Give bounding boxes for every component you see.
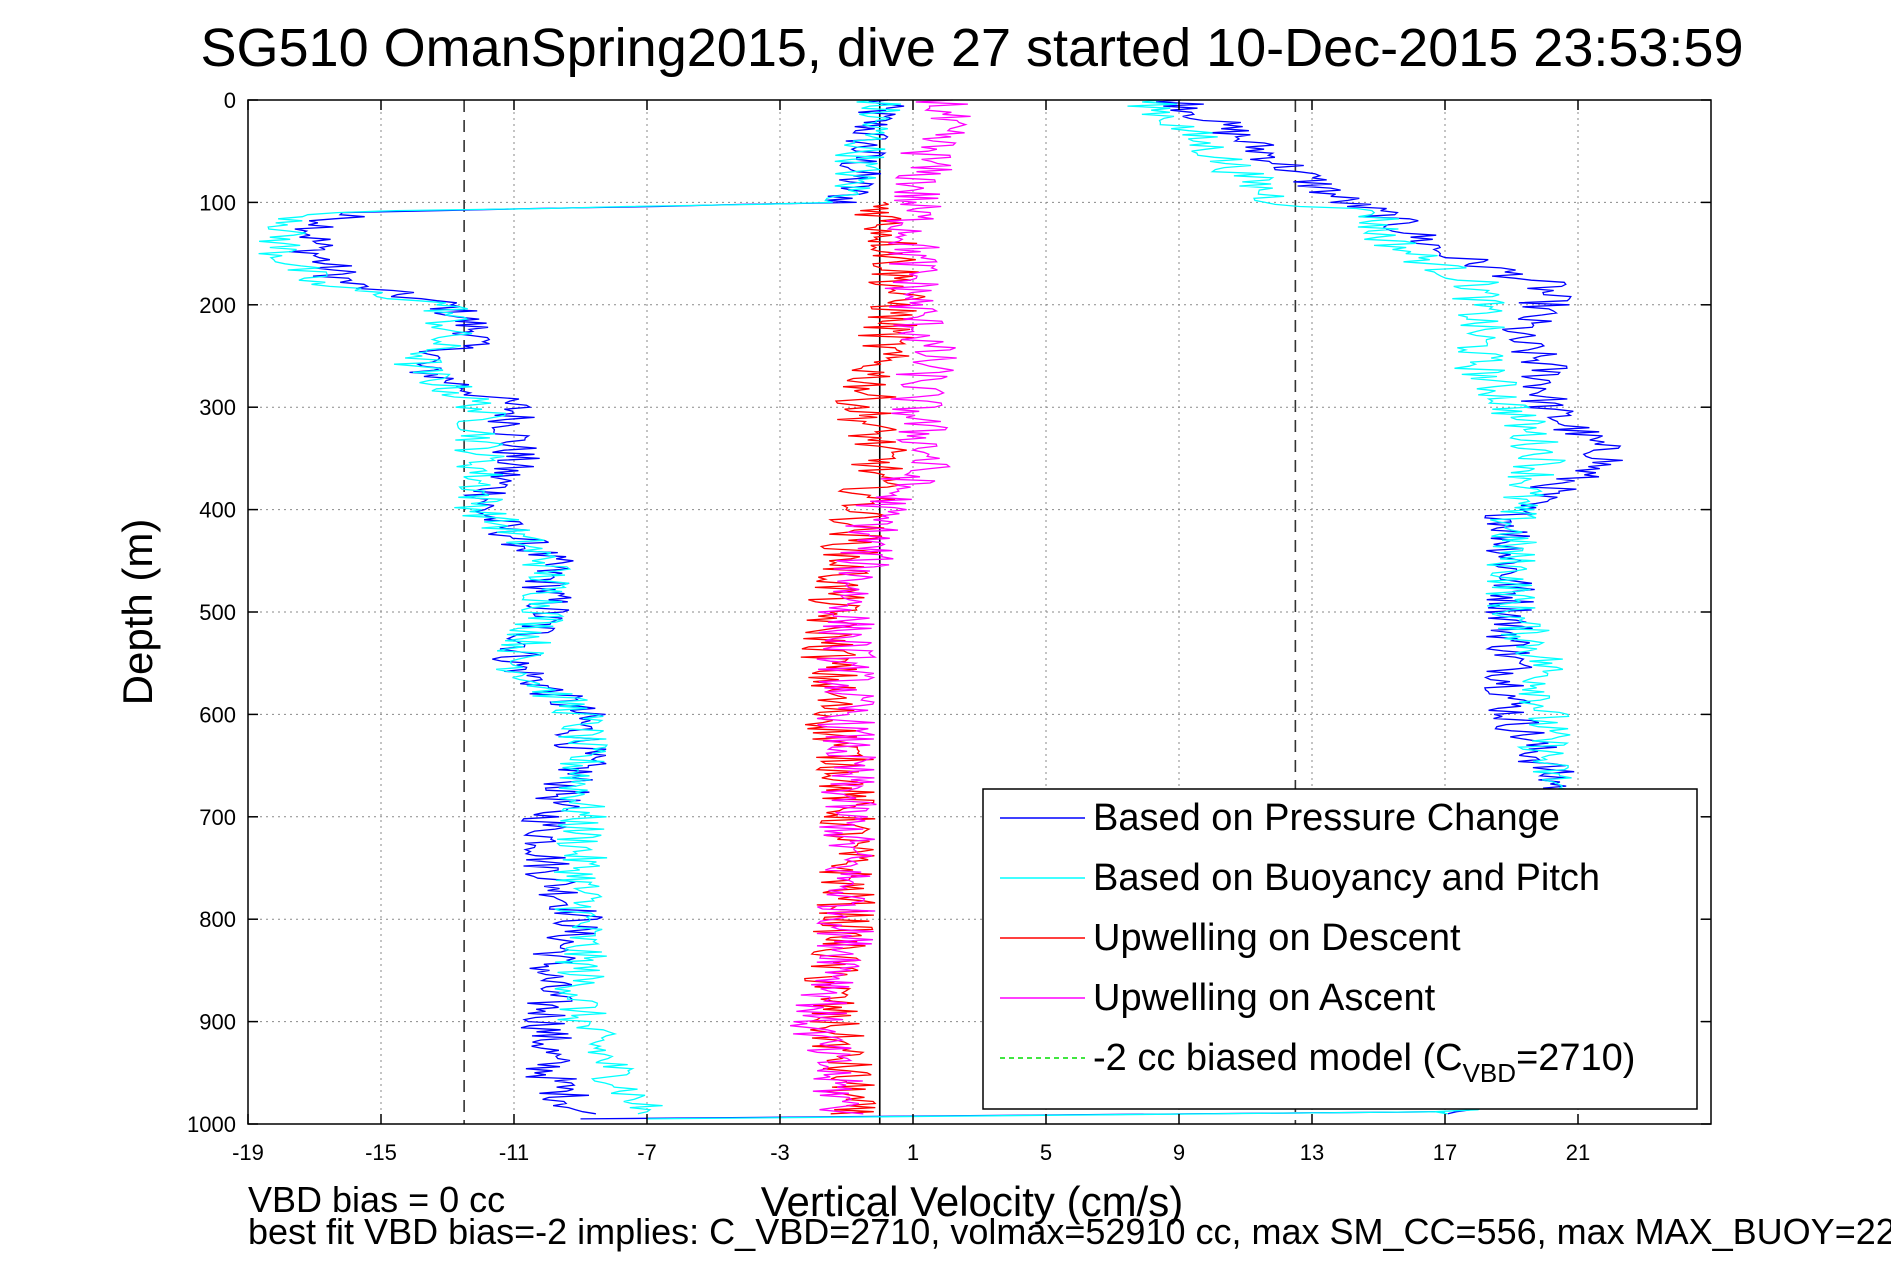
footer-line-1: VBD bias = 0 cc	[248, 1179, 505, 1220]
legend-label: Based on Buoyancy and Pitch	[1093, 857, 1600, 899]
plot-area: -19 -15 -11 -7 -3 1 5 9 13 17 21 0 100 200 300 400 500 60…	[187, 88, 1712, 1165]
based-on-buoyancy-and-pitch-descent-line	[258, 99, 902, 1115]
axis-ticks: -19 -15 -11 -7 -3 1 5 9 13 17 21 0 100 200 300 400 500 60…	[187, 88, 1711, 1165]
x-tick-label: 5	[1040, 1140, 1052, 1165]
y-tick-label: 0	[224, 88, 236, 113]
y-tick-label: 800	[199, 907, 236, 932]
x-tick-label: -19	[232, 1140, 264, 1165]
y-tick-label: 900	[199, 1010, 236, 1035]
y-axis-label: Depth (m)	[114, 519, 161, 706]
x-tick-label: -7	[637, 1140, 657, 1165]
legend-label: -2 cc biased model (CVBD=2710)	[1093, 1037, 1635, 1088]
x-tick-label: 13	[1300, 1140, 1324, 1165]
legend-label: Upwelling on Ascent	[1093, 977, 1436, 1019]
x-axis-label: Vertical Velocity (cm/s)	[761, 1178, 1183, 1225]
x-tick-label: -15	[365, 1140, 397, 1165]
footer-line-2: best fit VBD bias=-2 implies: C_VBD=2710…	[248, 1211, 1891, 1252]
y-tick-label: 1000	[187, 1112, 236, 1137]
x-tick-label: -11	[499, 1140, 529, 1165]
based-on-pressure-change-descent-line	[288, 99, 905, 1115]
legend-entries: Based on Pressure Change Based on Buoyanc…	[1000, 797, 1635, 1088]
y-tick-label: 300	[199, 395, 236, 420]
x-tick-label: 17	[1433, 1140, 1457, 1165]
x-tick-label: 21	[1566, 1140, 1590, 1165]
x-tick-label: -3	[770, 1140, 790, 1165]
chart-title: SG510 OmanSpring2015, dive 27 started 10…	[200, 18, 1743, 78]
y-tick-label: 400	[199, 498, 236, 523]
y-tick-label: 700	[199, 805, 236, 830]
legend: Based on Pressure Change Based on Buoyanc…	[982, 788, 1698, 1110]
y-tick-label: 500	[199, 600, 236, 625]
reference-lines	[463, 100, 1297, 1124]
y-tick-label: 100	[199, 190, 236, 215]
upwelling-on-ascent-line	[790, 99, 971, 1115]
legend-label: Based on Pressure Change	[1093, 797, 1560, 839]
y-tick-label: 600	[199, 702, 236, 727]
x-tick-label: 1	[907, 1140, 919, 1165]
legend-label: Upwelling on Descent	[1093, 917, 1461, 959]
x-tick-label: 9	[1173, 1140, 1185, 1165]
legend-box	[982, 788, 1698, 1110]
y-tick-label: 200	[199, 293, 236, 318]
